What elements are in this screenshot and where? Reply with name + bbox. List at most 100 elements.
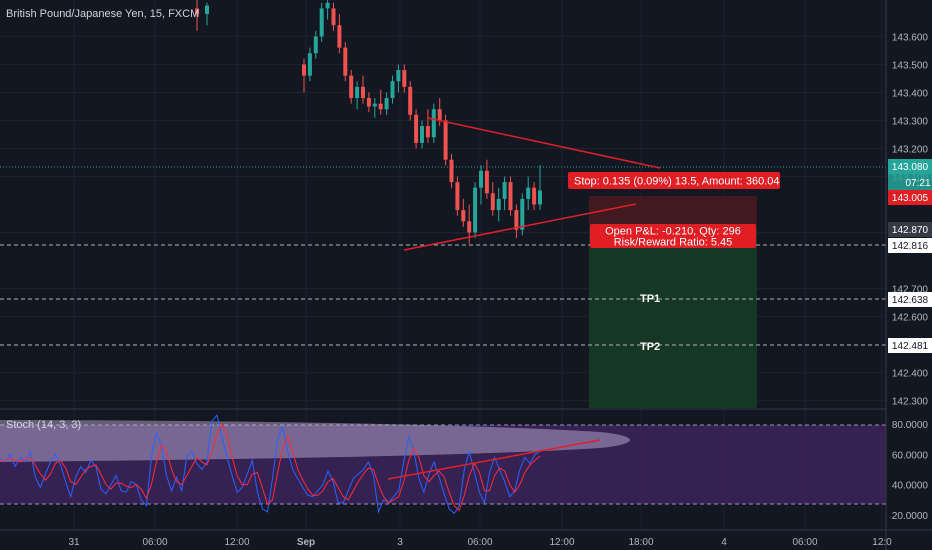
candle-body: [313, 36, 318, 54]
candle-body: [361, 86, 365, 99]
candle-body: [514, 210, 519, 230]
candle-body: [484, 170, 489, 194]
candle-body: [402, 70, 407, 87]
take-profit-zone[interactable]: [589, 230, 757, 408]
time-tick-label: 12:00: [549, 537, 574, 548]
candle-body: [337, 25, 342, 48]
chart-title[interactable]: British Pound/Japanese Yen, 15, FXCM: [6, 8, 199, 20]
candlestick-series[interactable]: [195, 0, 542, 244]
price-tick-label: 143.300: [892, 116, 929, 127]
time-axis[interactable]: 31 06:00 12:00 Sep 3 06:00 12:00 18:00 4 06:00 12:…: [0, 529, 932, 548]
candle-body: [520, 198, 525, 230]
stop-price-badge: [888, 190, 932, 205]
countdown-badge: [888, 174, 932, 190]
long-position-tool[interactable]: [589, 196, 757, 408]
stop-label-text: Stop: 0.135 (0.09%) 13.5, Amount: 360.04: [574, 176, 779, 188]
candle-body: [366, 98, 371, 107]
candle-body: [349, 75, 354, 99]
candle-body: [302, 64, 306, 76]
entry-price-text: 142.870: [892, 225, 929, 236]
candle-body: [205, 5, 209, 15]
tp1-price-text: 142.638: [892, 295, 929, 306]
upper-trendline[interactable]: [427, 117, 661, 169]
candle-body: [437, 109, 442, 121]
candle-body: [378, 103, 383, 110]
time-tick-label: Sep: [297, 537, 315, 548]
time-tick-label: 18:00: [628, 537, 653, 548]
stoch-tick-label: 80.0000: [892, 420, 929, 431]
current-price-text: 143.080: [892, 162, 929, 173]
time-tick-label: 3: [397, 537, 403, 548]
stoch-k-line: [0, 414, 541, 515]
candle-body: [490, 193, 495, 211]
price-tick-label: 143.400: [892, 88, 929, 99]
candle-body: [414, 114, 419, 143]
candle-body: [325, 2, 330, 9]
stoch-tick-label: 20.0000: [892, 511, 929, 522]
price-tick-label: 142.700: [892, 285, 929, 296]
stochastic-pane[interactable]: Stoch (14, 3, 3): [0, 414, 886, 515]
candle-body: [526, 187, 531, 199]
price-tick-label: 142.400: [892, 369, 929, 380]
countdown-text: 07:21: [905, 178, 930, 189]
stoch-d-line: [0, 422, 541, 512]
candle-body: [408, 86, 413, 115]
candle-body: [355, 86, 360, 99]
entry-price-badge: [888, 222, 932, 237]
price-tick-label: 143.200: [892, 144, 929, 155]
candle-body: [473, 187, 478, 233]
time-tick-label: 12:0: [872, 537, 892, 548]
price-tick-label: 143.500: [892, 60, 929, 71]
stop-label-box[interactable]: [568, 172, 780, 189]
tp1-price-badge: [888, 292, 932, 307]
time-tick-label: 4: [721, 537, 727, 548]
candle-body: [425, 126, 430, 138]
price-tick-label: 143.600: [892, 32, 929, 43]
stop-price-text: 143.005: [892, 193, 929, 204]
candle-body: [390, 81, 395, 99]
tp2-label: TP2: [640, 341, 660, 353]
price-tick-label: 142.600: [892, 313, 929, 324]
position-labels[interactable]: Stop: 0.135 (0.09%) 13.5, Amount: 360.04…: [568, 172, 780, 249]
candle-body: [343, 47, 348, 76]
stoch-axis-ticks: 80.0000 60.0000 40.0000 20.0000: [892, 420, 929, 522]
candle-body: [532, 187, 537, 205]
candle-body: [195, 8, 199, 15]
candle-body: [479, 170, 483, 188]
triangle-pattern[interactable]: [403, 117, 661, 251]
candle-body: [508, 182, 513, 211]
candle-body: [372, 103, 377, 107]
candle-body: [319, 8, 324, 37]
candle-body: [449, 159, 454, 183]
tp2-price-badge: [888, 338, 932, 353]
stoch-trendline[interactable]: [387, 439, 601, 480]
pnl-label-box[interactable]: [590, 224, 756, 248]
stoch-indicator-name[interactable]: Stoch (14, 3, 3): [6, 419, 81, 431]
stoch-tick-label: 60.0000: [892, 450, 929, 461]
entry-dashed-text: 142.816: [892, 241, 929, 252]
candle-body: [420, 126, 424, 143]
stoch-tick-label: 40.0000: [892, 481, 929, 492]
tp1-label: TP1: [640, 293, 660, 305]
price-axis[interactable]: 143.600143.500143.400143.300143.200143.1…: [885, 0, 932, 550]
entry-dashed-badge: [888, 238, 932, 253]
time-tick-label: 12:00: [224, 537, 249, 548]
time-tick-label: 06:00: [792, 537, 817, 548]
tp2-price-text: 142.481: [892, 341, 929, 352]
candle-body: [502, 182, 507, 199]
current-price-badge: [888, 159, 932, 174]
candle-body: [431, 109, 436, 138]
time-tick-label: 31: [68, 537, 80, 548]
price-axis-bg: [886, 0, 932, 550]
candle-body: [461, 210, 466, 222]
time-tick-label: 06:00: [142, 537, 167, 548]
candle-body: [538, 190, 542, 205]
lower-trendline[interactable]: [403, 203, 637, 251]
candle-body: [384, 98, 389, 110]
candle-body: [455, 182, 460, 211]
time-axis-ticks: 31 06:00 12:00 Sep 3 06:00 12:00 18:00 4 06:00 12:…: [68, 537, 892, 548]
stoch-drawn-ellipse[interactable]: [0, 420, 630, 462]
candle-body: [496, 198, 501, 211]
candle-body: [396, 70, 401, 82]
